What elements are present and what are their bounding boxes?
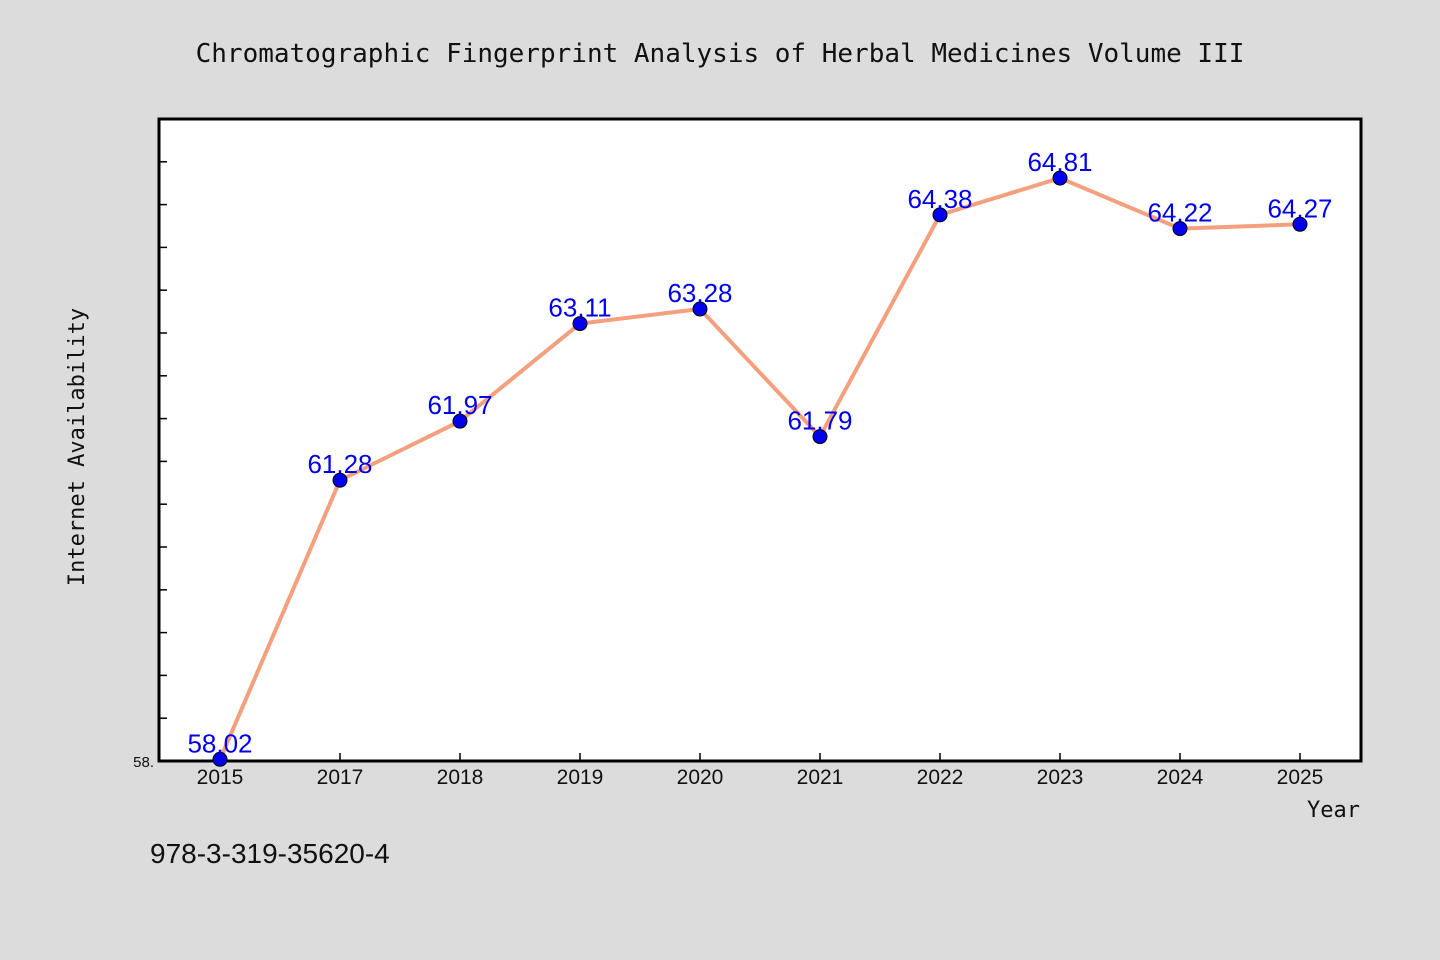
data-label: 64.38 [907,184,972,214]
data-point [452,413,468,429]
data-point [1292,216,1308,232]
data-point [332,472,348,488]
series-group: 58.02 61.28 61.97 63.11 63.28 61.79 64.38 64.81… [187,147,1333,767]
plot-area [157,117,1363,763]
x-tick-label: 2022 [917,766,964,789]
x-tick-label: 2015 [197,766,244,789]
y-tick-label: 58. [133,754,154,771]
data-label: 63.11 [548,293,611,323]
data-point [692,301,708,317]
data-label: 63.28 [667,278,732,308]
data-label: 64.22 [1147,198,1212,228]
data-point [1052,170,1068,186]
data-label: 61.79 [787,406,852,436]
x-axis-label: Year [1307,798,1360,823]
x-tick-label: 2017 [317,766,364,789]
data-label: 58.02 [187,728,252,758]
x-tick-label: 2021 [797,766,844,789]
data-point [1172,221,1188,237]
x-tick-label: 2019 [557,766,604,789]
series-line [218,176,1302,762]
x-tick-label: 2025 [1277,766,1324,789]
data-point [212,751,228,767]
data-label: 64.27 [1267,193,1332,223]
x-tick-label: 2020 [677,766,724,789]
y-axis-ticks [159,118,167,762]
data-label: 64.81 [1027,147,1092,177]
data-point [932,207,948,223]
x-tick-label: 2023 [1037,766,1084,789]
data-label: 61.28 [307,449,372,479]
x-tick-label: 2018 [437,766,484,789]
isbn-text: 978-3-319-35620-4 [150,838,390,869]
chart-title: Chromatographic Fingerprint Analysis of … [196,39,1245,69]
y-axis-label: Internet Availability [65,308,90,586]
data-point [812,429,828,445]
data-point [572,316,588,332]
x-axis-ticks: 2015 2017 2018 2019 2020 2021 2022 2023 2024 2025 [197,753,1324,789]
data-label: 61.97 [427,390,492,420]
x-tick-label: 2024 [1157,766,1204,789]
